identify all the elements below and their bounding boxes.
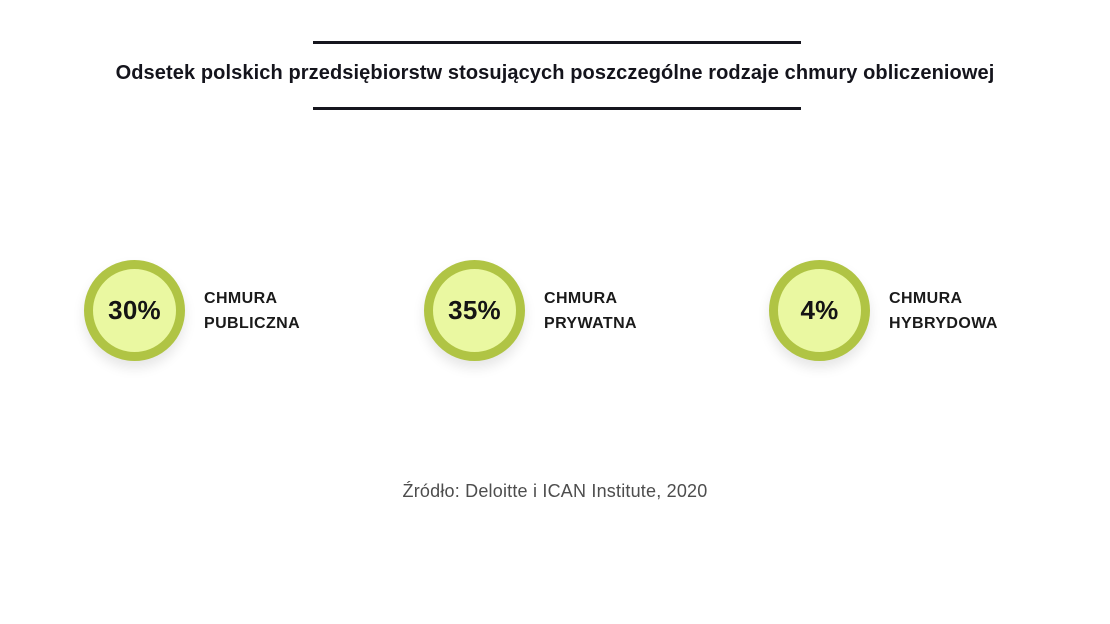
stat-value: 35%	[448, 295, 501, 325]
stat-value: 4%	[800, 295, 839, 325]
stat-label-line: HYBRYDOWA	[889, 314, 998, 332]
stat-circle-hybrydowa: 4%	[769, 260, 870, 361]
stat-group-chmura-hybrydowa: 4% CHMURA HYBRYDOWA	[769, 260, 998, 361]
stat-label-line: PUBLICZNA	[204, 314, 301, 332]
page-title: Odsetek polskich przedsiębiorstw stosują…	[115, 62, 995, 84]
stat-label-line: CHMURA	[544, 289, 618, 307]
stat-label-line: CHMURA	[204, 289, 278, 307]
stat-label: CHMURA PRYWATNA	[544, 286, 637, 336]
stat-group-chmura-prywatna: 35% CHMURA PRYWATNA	[424, 260, 637, 361]
stat-circle-publiczna: 30%	[84, 260, 185, 361]
title-rule-bottom	[313, 107, 801, 110]
stat-group-chmura-publiczna: 30% CHMURA PUBLICZNA	[84, 260, 300, 361]
source-attribution: Źródło: Deloitte i ICAN Institute, 2020	[402, 481, 708, 501]
stat-circle-prywatna: 35%	[424, 260, 525, 361]
title-rule-top	[313, 41, 801, 44]
stat-label: CHMURA PUBLICZNA	[204, 286, 300, 336]
stat-value: 30%	[108, 295, 161, 325]
stat-label-line: PRYWATNA	[544, 314, 637, 332]
stat-label: CHMURA HYBRYDOWA	[889, 286, 998, 336]
stat-label-line: CHMURA	[889, 289, 963, 307]
